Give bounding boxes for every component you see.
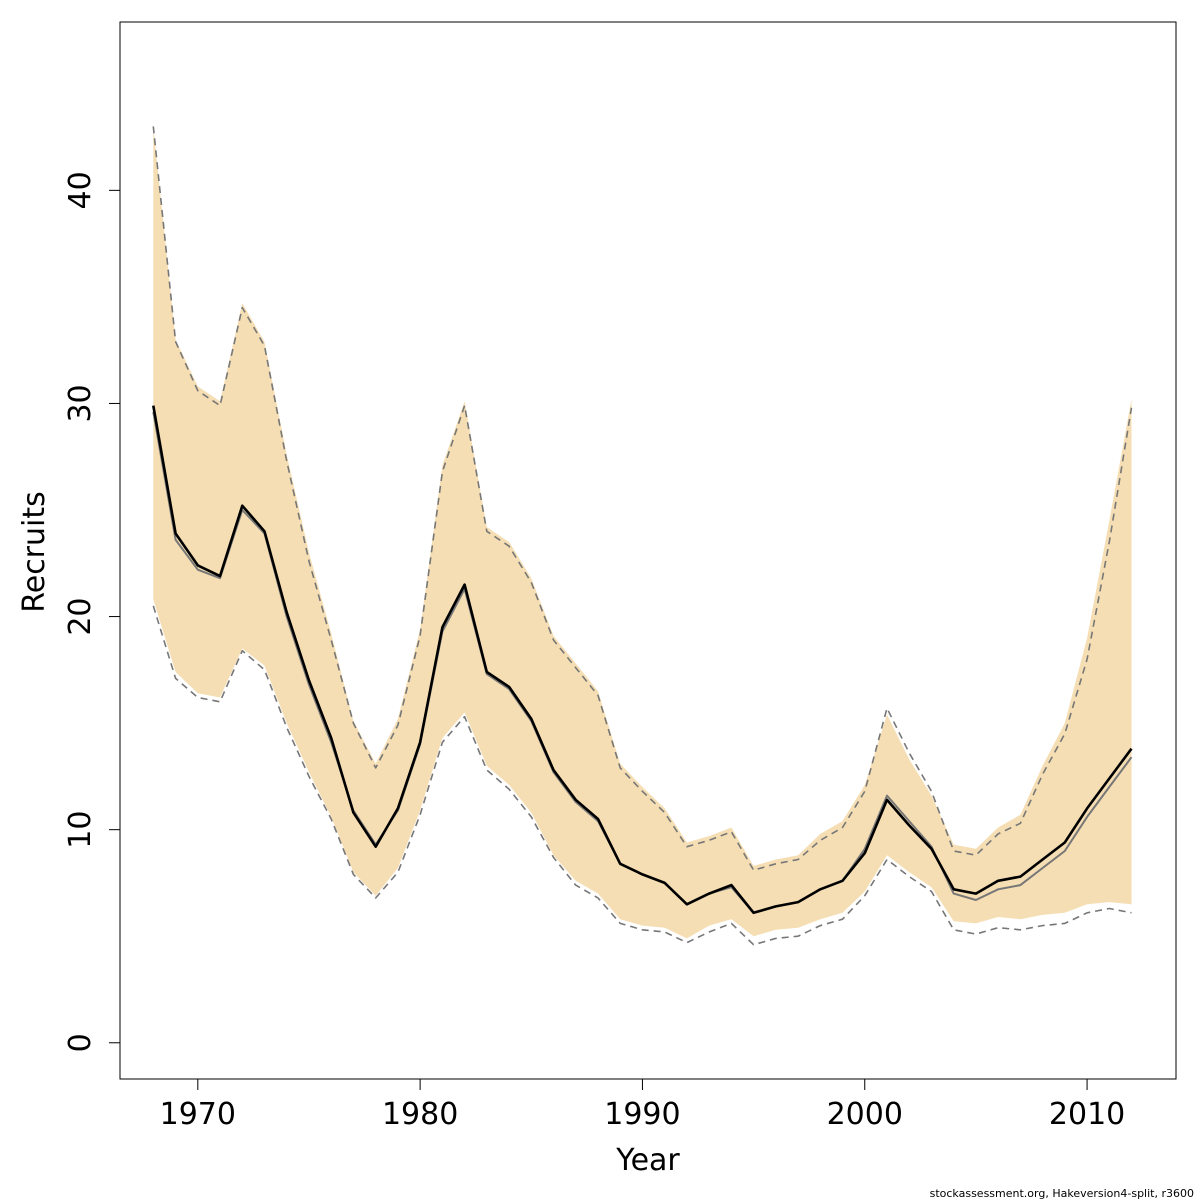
series-line-lower-interval xyxy=(152,605,1132,946)
x-tick-label: 1990 xyxy=(604,1097,680,1132)
y-tick-label: 20 xyxy=(63,597,98,635)
y-axis-title: Recruits xyxy=(17,491,52,613)
x-tick-label: 1970 xyxy=(160,1097,236,1132)
x-axis-title: Year xyxy=(615,1143,680,1178)
x-axis: 1970 1980 1990 2000 2010 xyxy=(160,1078,1125,1132)
x-tick-label: 2000 xyxy=(827,1097,903,1132)
y-tick-label: 0 xyxy=(63,1033,98,1052)
y-tick-label: 10 xyxy=(63,811,98,849)
confidence-band xyxy=(153,126,1132,939)
footer-credit: stockassessment.org, Hakeversion4-split,… xyxy=(930,1187,1194,1200)
y-axis: 0 10 20 30 40 xyxy=(63,171,121,1052)
series-line-median xyxy=(152,405,1133,915)
y-tick-label: 30 xyxy=(63,384,98,422)
series-layer xyxy=(152,126,1133,946)
x-tick-label: 2010 xyxy=(1049,1097,1125,1132)
y-tick-label: 40 xyxy=(63,171,98,209)
x-tick-label: 1980 xyxy=(382,1097,458,1132)
series-line-upper-interval xyxy=(152,126,1133,872)
